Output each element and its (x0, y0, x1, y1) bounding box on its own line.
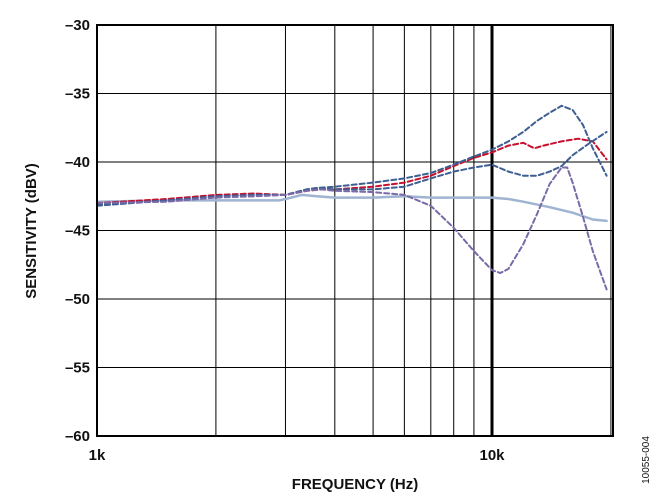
x-axis-label: FREQUENCY (Hz) (292, 476, 418, 493)
plot-area-frame (96, 24, 614, 437)
x-tick-labels: 1k 10k (89, 447, 506, 464)
x-tick-label: 10k (479, 447, 505, 464)
series-lines (95, 104, 608, 291)
y-tick-label: –50 (65, 291, 90, 308)
series-line-3 (96, 130, 608, 206)
series-line-2 (96, 137, 608, 205)
figure-id: 10055-004 (641, 436, 652, 484)
y-tick-label: –40 (65, 154, 90, 171)
y-tick-label: –55 (65, 360, 90, 377)
grid-lines (97, 25, 613, 436)
y-tick-label: –35 (65, 86, 90, 103)
x-tick-label: 1k (89, 447, 106, 464)
series-line-5 (96, 166, 608, 291)
y-tick-label: –30 (65, 17, 90, 34)
y-tick-labels: –30 –35 –40 –45 –50 –55 –60 (65, 17, 90, 445)
y-axis-label: SENSITIVITY (dBV) (23, 163, 40, 299)
y-tick-label: –45 (65, 223, 90, 240)
y-tick-label: –60 (65, 428, 90, 445)
